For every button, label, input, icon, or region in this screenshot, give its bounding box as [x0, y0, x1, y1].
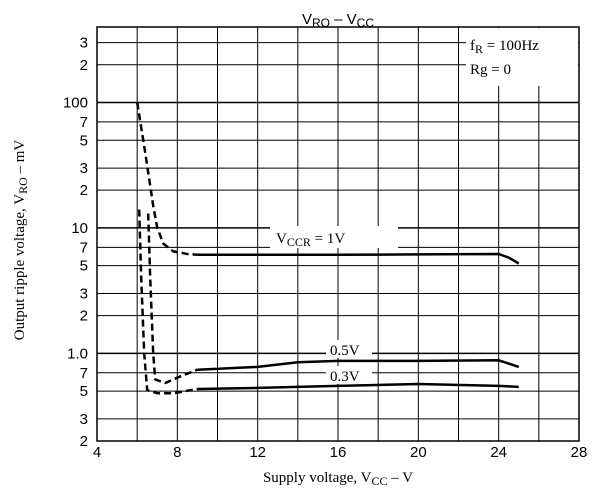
label-background	[270, 226, 398, 248]
label-background	[326, 340, 372, 358]
y-tick-label: 2	[80, 308, 88, 325]
annotation-part: = 100Hz	[483, 38, 539, 54]
y-tick-label: 5	[80, 258, 88, 275]
annotation-part: = 1V	[311, 231, 345, 247]
y-tick-label: 7	[80, 239, 88, 256]
x-tick-label: 12	[249, 444, 266, 461]
y-axis-label-part: – mV	[12, 140, 28, 178]
y-tick-label: 10	[71, 220, 88, 237]
x-tick-label: 4	[93, 444, 101, 461]
annotation: VCCR = 1V	[276, 231, 345, 249]
line-series	[135, 102, 198, 257]
annotation: 0.3V	[330, 369, 360, 385]
x-tick-label: 20	[410, 444, 427, 461]
y-axis-label: Output ripple voltage, VRO – mV	[12, 140, 30, 341]
y-tick-label: 2	[80, 182, 88, 199]
annotation-part: R	[475, 42, 483, 56]
annotation-part: Rg = 0	[470, 62, 511, 78]
annotation-part: CCR	[287, 235, 311, 249]
annotation-part: 0.5V	[330, 343, 360, 359]
label-background	[326, 366, 372, 384]
chart-title-part: CC	[357, 16, 375, 30]
y-tick-label: 5	[80, 383, 88, 400]
y-tick-label: 7	[80, 114, 88, 131]
line-series	[146, 213, 198, 385]
chart-title: VRO – VCC	[302, 11, 374, 30]
y-axis-label-part: Output ripple voltage, V	[12, 194, 28, 341]
x-tick-label: 24	[490, 444, 507, 461]
y-tick-label: 100	[63, 95, 88, 112]
x-axis-label: Supply voltage, VCC – V	[263, 470, 413, 488]
x-axis-label-part: Supply voltage, V	[263, 470, 372, 486]
y-axis-label-part: RO	[16, 177, 30, 194]
x-tick-label: 8	[173, 444, 181, 461]
y-tick-label: 1.0	[67, 345, 88, 362]
annotation-part: V	[276, 231, 287, 247]
x-tick-label: 16	[330, 444, 347, 461]
chart-title-part: – V	[330, 11, 357, 28]
y-tick-label: 3	[80, 35, 88, 52]
annotation-part: f	[470, 38, 475, 54]
x-tick-label: 28	[571, 444, 588, 461]
line-series	[197, 252, 520, 265]
line-series	[197, 359, 520, 371]
x-axis-label-part: – V	[387, 470, 413, 486]
y-tick-label: 2	[80, 433, 88, 450]
annotation: Rg = 0	[470, 62, 511, 78]
y-tick-label: 5	[80, 132, 88, 149]
y-tick-label: 2	[80, 57, 88, 74]
plot-frame	[96, 26, 580, 442]
line-series	[137, 209, 198, 395]
x-axis-label-part: CC	[371, 474, 387, 488]
line-series	[197, 382, 519, 391]
y-tick-label: 3	[80, 286, 88, 303]
label-background	[466, 28, 578, 86]
annotation: fR = 100Hz	[470, 38, 539, 56]
chart-title-part: RO	[312, 16, 330, 30]
y-tick-label: 7	[80, 365, 88, 382]
y-tick-label: 3	[80, 411, 88, 428]
y-tick-label: 3	[80, 160, 88, 177]
annotation-part: 0.3V	[330, 369, 360, 385]
chart-title-part: V	[302, 11, 312, 28]
annotation: 0.5V	[330, 343, 360, 359]
